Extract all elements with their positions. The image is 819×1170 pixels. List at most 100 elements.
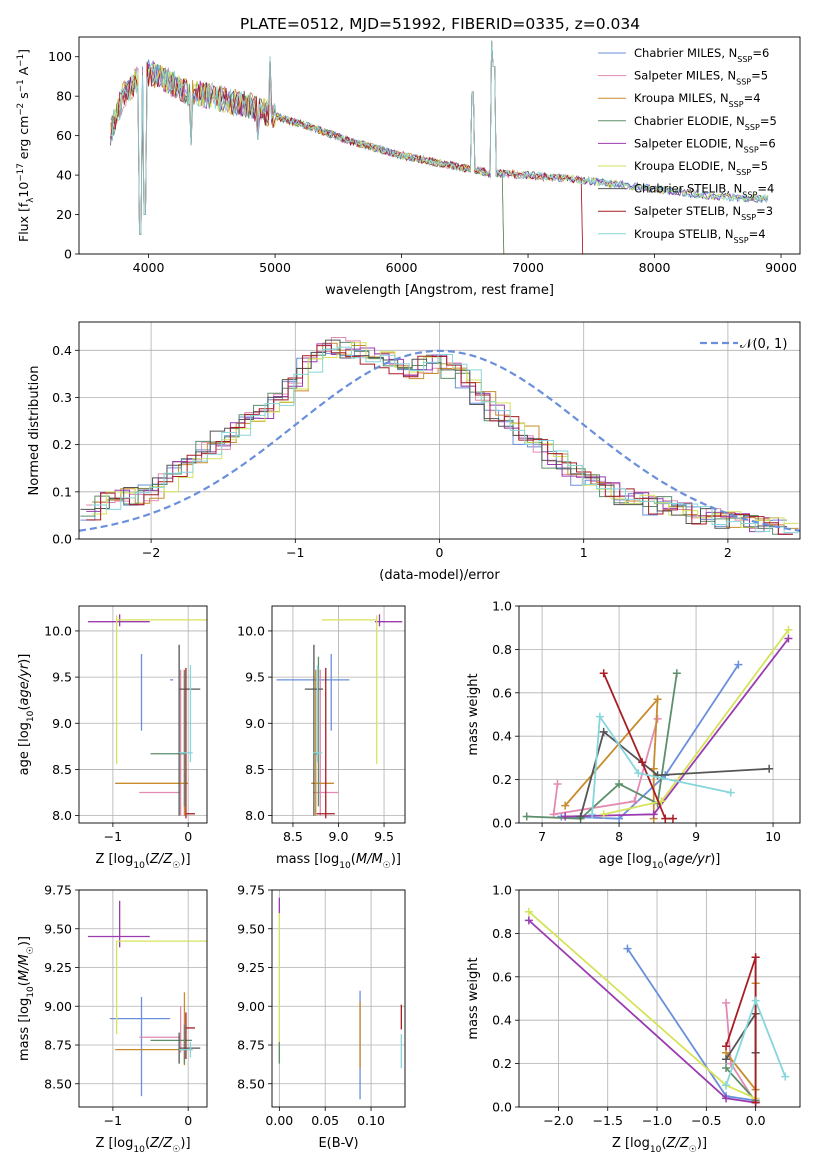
weight-vs-age-panel-ylabel: mass weight	[466, 673, 481, 755]
spectrum-line-model-2	[110, 40, 768, 254]
mass-vs-ebv-panel-frame	[271, 889, 406, 1108]
age-vs-z-xlabel-part: (	[145, 852, 150, 867]
age-vs-z-ylabel-part: age [log	[17, 722, 32, 775]
spectrum-ylabel-part: A	[16, 66, 31, 79]
y-tick-label: 0.6	[492, 685, 512, 700]
y-tick-label: 8.0	[52, 808, 72, 823]
errorbar-model-5	[115, 615, 207, 764]
y-tick-label: 0	[64, 247, 72, 262]
errorbar-model-7	[316, 667, 335, 819]
y-tick-label: 8.5	[245, 762, 265, 777]
y-tick-label: 60	[56, 128, 72, 143]
x-tick-label: −1.0	[642, 1113, 672, 1128]
weight-vs-z-xlabel-part: 10	[650, 1145, 662, 1155]
weight-marker-model-5	[599, 810, 608, 819]
errorbar-model-8	[312, 665, 323, 763]
x-tick-label: −0.5	[691, 1113, 721, 1128]
legend-entry-7-part: Salpeter STELIB, N	[634, 204, 741, 218]
y-tick-label: 0.0	[52, 532, 72, 547]
histogram-model-2	[91, 342, 799, 529]
weight-marker-model-1	[630, 797, 639, 806]
y-tick-label: 1.0	[492, 883, 512, 898]
weight-marker-model-8	[726, 788, 735, 797]
age-vs-mass-xlabel-part: mass [log	[276, 852, 339, 867]
legend-entry-8: Kroupa STELIB, NSSP=4	[634, 227, 766, 245]
weight-marker-model-3	[672, 669, 681, 678]
weight-marker-model-4	[784, 634, 793, 643]
legend-entry-6-part: SSP	[742, 190, 757, 199]
age-vs-mass-xlabel-part: M/M	[356, 852, 383, 867]
x-tick-label: −2	[142, 545, 160, 560]
y-tick-label: 8.50	[237, 1076, 265, 1091]
errorbar-model-6	[178, 644, 201, 816]
mass-vs-z-xlabel-part: )]	[180, 1136, 190, 1151]
spectrum-ylabel-part: 10	[16, 182, 31, 198]
y-tick-label: 0.1	[52, 484, 72, 499]
mass-vs-z-ylabel-part: mass [log	[17, 998, 32, 1061]
x-tick-label: −1	[104, 829, 122, 844]
weight-line-model-7	[602, 672, 673, 820]
x-tick-label: 7000	[512, 260, 544, 275]
errorbar-model-1	[139, 669, 182, 816]
y-tick-label: 9.75	[237, 883, 265, 898]
weight-marker-model-0	[623, 944, 632, 953]
weight-marker-model-4	[649, 810, 658, 819]
x-tick-label: 2	[724, 545, 732, 560]
weight-line-model-1	[552, 718, 659, 816]
errorbar-model-7	[185, 1012, 195, 1059]
y-tick-label: 0.8	[492, 926, 512, 941]
x-tick-label: 9.0	[329, 829, 349, 844]
y-tick-label: 9.25	[44, 960, 72, 975]
residuals-panel-frame	[78, 321, 801, 540]
weight-marker-model-7	[722, 1042, 731, 1051]
age-vs-z-ylabel-part: )]	[17, 654, 32, 664]
age-vs-z-xlabel-part: Z [log	[95, 852, 133, 867]
spectrum-ylabel-part: erg cm	[16, 116, 31, 164]
x-tick-label: 0.00	[265, 1113, 293, 1128]
age-vs-mass-panel-frame	[271, 605, 406, 824]
x-tick-label: 0.10	[357, 1113, 385, 1128]
weight-marker-model-4	[524, 916, 533, 925]
weight-marker-model-8	[588, 810, 597, 819]
residuals-xlabel: (data-model)/error	[379, 568, 500, 583]
weight-marker-model-7	[661, 814, 670, 823]
legend-entry-2: Kroupa MILES, NSSP=4	[634, 91, 761, 109]
y-tick-label: 0.6	[492, 969, 512, 984]
legend-entry-7-part: SSP	[741, 213, 756, 222]
mass-vs-z-ylabel-part: 10	[26, 986, 36, 998]
x-tick-label: −2.0	[543, 1113, 573, 1128]
mass-vs-ebv-xlabel: E(B-V)	[318, 1136, 358, 1151]
y-tick-label: 9.50	[237, 921, 265, 936]
weight-vs-z-panel-ylabel: mass weight	[466, 957, 481, 1039]
histogram-model-0	[80, 350, 788, 527]
mass-vs-z-xlabel-part: Z/Z	[149, 1136, 173, 1151]
legend-entry-7: Salpeter STELIB, NSSP=3	[634, 204, 773, 222]
legend-entry-2-part: Kroupa MILES, N	[634, 91, 729, 105]
mass-vs-z-panel: −1 08.508.759.009.259.509.75Z [log10(Z/Z☉…	[17, 883, 208, 1155]
y-tick-label: 9.25	[237, 960, 265, 975]
legend-entry-4-part: =6	[759, 136, 776, 150]
spectrum-line-model-3	[110, 40, 768, 254]
legend-entry-6: Chabrier STELIB, NSSP=4	[634, 182, 774, 200]
spectrum-ylabel-part: −1	[16, 54, 26, 67]
y-tick-label: 9.5	[52, 670, 72, 685]
normal-curve	[79, 349, 800, 532]
legend-entry-1-part: =5	[751, 69, 768, 83]
x-tick-label: −1.5	[593, 1113, 623, 1128]
weight-marker-model-0	[734, 660, 743, 669]
weight-marker-model-8	[722, 1081, 731, 1090]
weight-vs-age-xlabel-part: 10	[652, 861, 664, 871]
residuals-ylabel: Normed distribution	[27, 366, 42, 496]
mass-vs-ebv-panel-plot-area	[278, 897, 402, 1100]
mass-vs-z-xlabel-part: 10	[133, 1145, 145, 1155]
x-tick-label: 10	[765, 829, 781, 844]
age-vs-z-panel-frame	[78, 605, 208, 824]
weight-marker-model-3	[615, 779, 624, 788]
weight-marker-model-6	[722, 1055, 731, 1064]
legend-entry-1: Salpeter MILES, NSSP=5	[634, 69, 768, 87]
weight-marker-model-6	[599, 727, 608, 736]
legend-entry-6-part: Chabrier STELIB, N	[634, 182, 742, 196]
weight-vs-z-xlabel-part: (	[661, 1136, 666, 1151]
y-tick-label: 0.2	[492, 772, 512, 787]
x-tick-label: 0.05	[311, 1113, 339, 1128]
